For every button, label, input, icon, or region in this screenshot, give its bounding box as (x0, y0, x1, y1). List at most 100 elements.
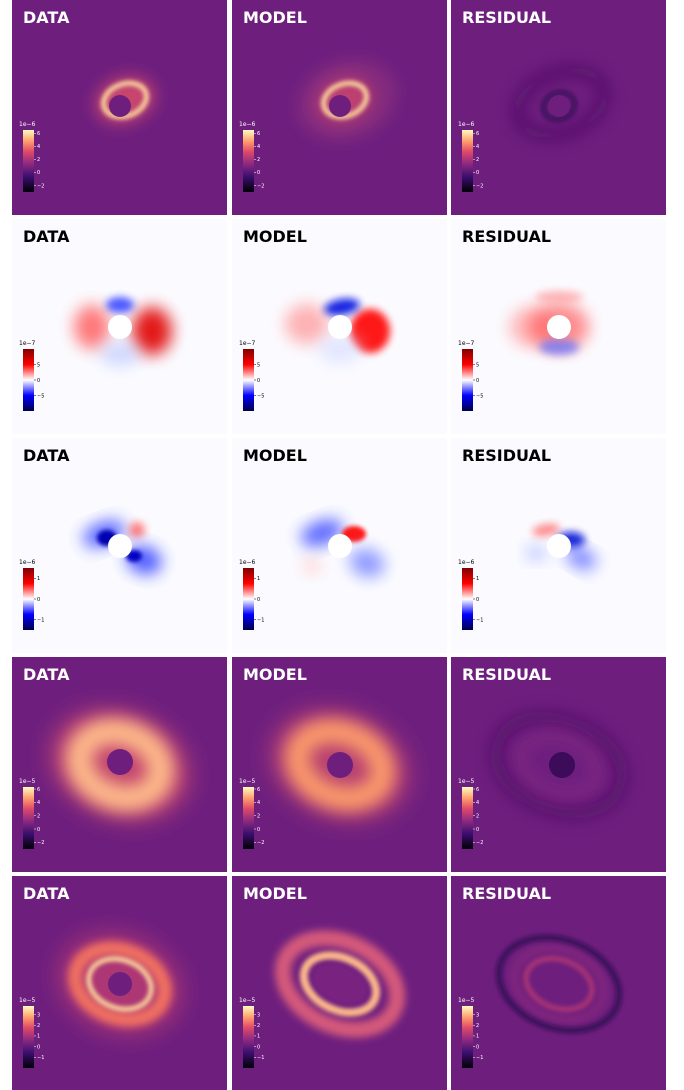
colorbar-tick-label: 2 (476, 157, 479, 163)
image-feature (547, 972, 571, 996)
image-feature (328, 315, 352, 339)
colorbar-exponent: 1e−5 (239, 997, 256, 1004)
colorbar-tick-label: 2 (37, 1023, 40, 1029)
image-feature (109, 95, 131, 117)
colorbar-tick-label: 0 (257, 1044, 260, 1050)
colorbar-tick-label: −2 (257, 840, 264, 846)
colorbar-tick-label: −1 (37, 1055, 44, 1061)
image-feature (548, 95, 570, 117)
colorbar (462, 130, 473, 192)
colorbar-tick-label: −5 (476, 393, 483, 399)
colorbar-tick-label: −1 (37, 617, 44, 623)
colorbar (243, 568, 254, 630)
image-feature (106, 297, 134, 313)
colorbar-tick-label: 0 (257, 378, 260, 384)
colorbar (462, 787, 473, 849)
colorbar-tick-label: −1 (257, 617, 264, 623)
figure: DATA1e−66420−2MODEL1e−66420−2RESIDUAL1e−… (0, 0, 684, 1090)
colorbar-exponent: 1e−5 (458, 997, 475, 1004)
colorbar-tick-label: −2 (476, 840, 483, 846)
image-feature (302, 558, 322, 574)
colorbar (243, 130, 254, 192)
image-feature (329, 95, 351, 117)
colorbar-exponent: 1e−6 (458, 559, 475, 566)
colorbar (462, 568, 473, 630)
colorbar-tick-label: 6 (257, 131, 260, 137)
image-feature (100, 342, 140, 366)
panel-title: MODEL (243, 8, 307, 27)
colorbar-tick-label: 2 (476, 813, 479, 819)
colorbar-exponent: 1e−5 (19, 997, 36, 1004)
image-feature (526, 545, 546, 561)
image-panel (12, 219, 227, 434)
panel-title: MODEL (243, 227, 307, 246)
colorbar-tick-label: 3 (476, 1012, 479, 1018)
colorbar-tick-label: 6 (257, 787, 260, 793)
panel-title: RESIDUAL (462, 446, 551, 465)
image-feature (108, 972, 132, 996)
colorbar-tick-label: 4 (257, 800, 260, 806)
colorbar-tick-label: 0 (476, 1044, 479, 1050)
colorbar-tick-label: 2 (37, 157, 40, 163)
page: DATA1e−66420−2MODEL1e−66420−2RESIDUAL1e−… (0, 0, 684, 1090)
colorbar-exponent: 1e−7 (239, 340, 256, 347)
colorbar-tick-label: 4 (37, 800, 40, 806)
panel-title: RESIDUAL (462, 8, 551, 27)
image-feature (328, 534, 352, 558)
image-feature (108, 315, 132, 339)
image-panel (451, 219, 666, 434)
image-panel (232, 219, 447, 434)
panel-title: DATA (23, 884, 70, 903)
colorbar-tick-label: 1 (476, 1034, 479, 1040)
image-feature (318, 335, 362, 363)
image-feature (539, 339, 579, 355)
colorbar-tick-label: 4 (37, 144, 40, 150)
colorbar-tick-label: −5 (257, 393, 264, 399)
colorbar-tick-label: 1 (37, 1034, 40, 1040)
colorbar-exponent: 1e−6 (19, 559, 36, 566)
colorbar-tick-label: −2 (476, 183, 483, 189)
colorbar (23, 787, 34, 849)
colorbar-tick-label: 1 (257, 1034, 260, 1040)
colorbar-tick-label: 6 (476, 787, 479, 793)
panel-title: RESIDUAL (462, 227, 551, 246)
colorbar-tick-label: 1 (476, 576, 479, 582)
colorbar-tick-label: 3 (257, 1012, 260, 1018)
colorbar (23, 1006, 34, 1068)
colorbar-exponent: 1e−6 (19, 121, 36, 128)
colorbar-tick-label: 0 (476, 170, 479, 176)
colorbar-tick-label: −1 (476, 1055, 483, 1061)
image-feature (107, 749, 133, 775)
colorbar-tick-label: 0 (37, 827, 40, 833)
colorbar-tick-label: −5 (37, 393, 44, 399)
colorbar-exponent: 1e−6 (458, 121, 475, 128)
colorbar-tick-label: 6 (476, 131, 479, 137)
colorbar-tick-label: 1 (257, 576, 260, 582)
colorbar-exponent: 1e−6 (239, 121, 256, 128)
colorbar-tick-label: 2 (37, 813, 40, 819)
colorbar-tick-label: 2 (257, 157, 260, 163)
colorbar-tick-label: 0 (257, 170, 260, 176)
panel-title: RESIDUAL (462, 884, 551, 903)
panel-title: DATA (23, 8, 70, 27)
image-feature (547, 315, 571, 339)
image-feature (108, 534, 132, 558)
colorbar-tick-label: 5 (476, 362, 479, 368)
colorbar-exponent: 1e−7 (458, 340, 475, 347)
colorbar (243, 349, 254, 411)
colorbar-tick-label: 6 (37, 131, 40, 137)
colorbar-tick-label: 2 (257, 1023, 260, 1029)
panel-title: DATA (23, 446, 70, 465)
image-feature (327, 752, 353, 778)
panel-title: MODEL (243, 665, 307, 684)
colorbar-tick-label: 4 (257, 144, 260, 150)
colorbar-exponent: 1e−5 (239, 778, 256, 785)
image-feature (549, 752, 575, 778)
colorbar (23, 568, 34, 630)
colorbar-tick-label: −1 (476, 617, 483, 623)
colorbar (243, 1006, 254, 1068)
panel-title: MODEL (243, 446, 307, 465)
colorbar-tick-label: 2 (476, 1023, 479, 1029)
colorbar-tick-label: 0 (257, 827, 260, 833)
image-feature (74, 305, 110, 349)
